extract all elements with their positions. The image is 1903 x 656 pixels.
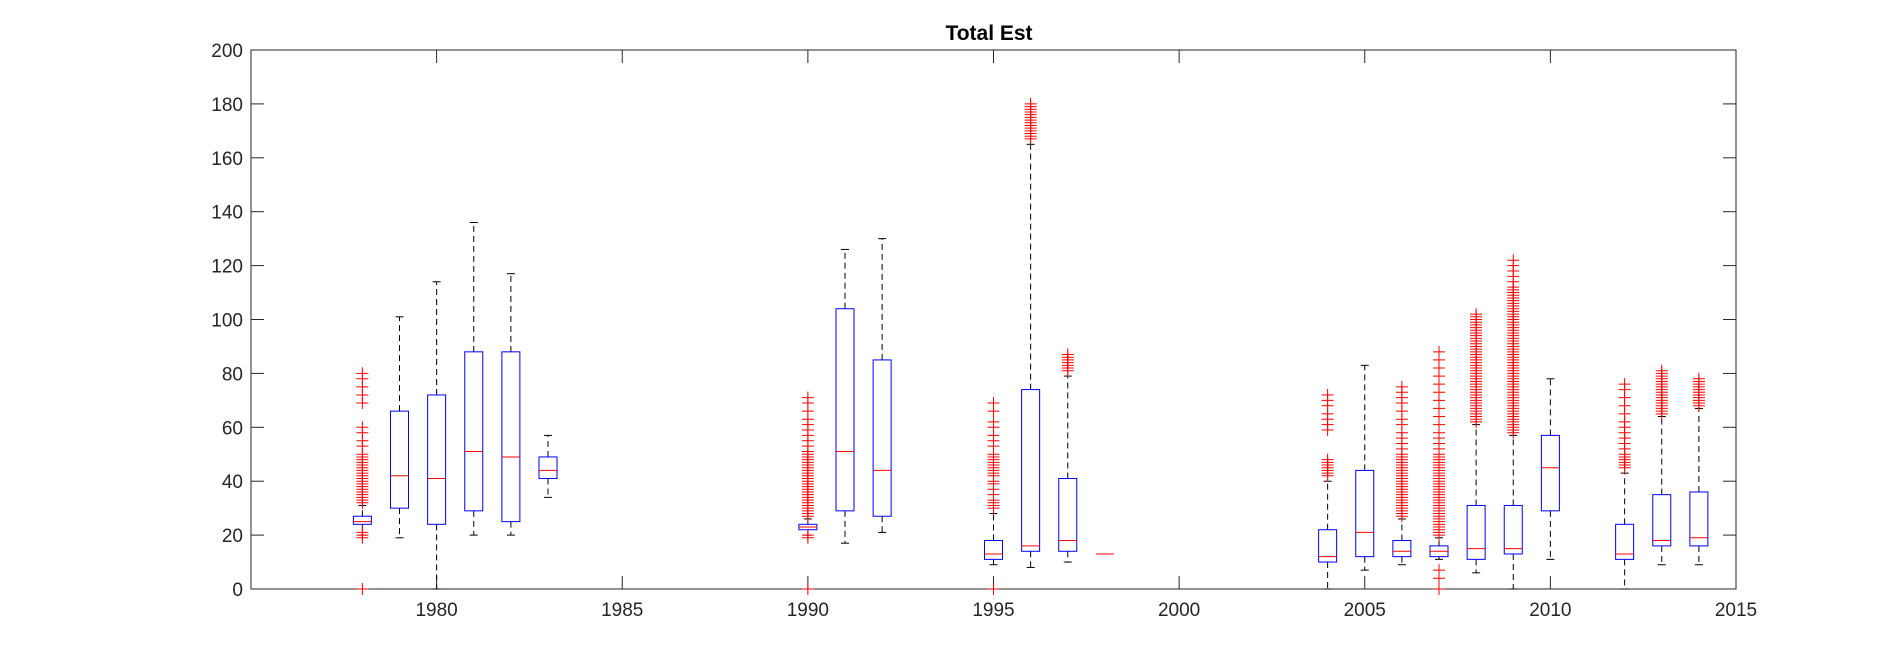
iqr-box — [538, 456, 558, 480]
outlier-point — [1470, 308, 1483, 321]
x-tick-label: 1995 — [972, 600, 1014, 621]
y-tick-label: 160 — [211, 149, 243, 170]
y-tick-label: 80 — [222, 364, 243, 385]
iqr-box — [464, 351, 484, 512]
outlier-point — [356, 526, 369, 539]
iqr-box — [872, 359, 892, 517]
box-2013 — [1652, 364, 1672, 566]
outlier-point — [1655, 364, 1668, 377]
box-1983 — [538, 434, 558, 498]
outlier-point — [987, 397, 1000, 410]
iqr-box — [390, 410, 409, 509]
box-2008 — [1466, 308, 1486, 574]
outlier-point — [1433, 583, 1445, 595]
outlier-point — [356, 421, 369, 434]
box-1992 — [872, 238, 892, 533]
iqr-box — [1021, 389, 1041, 552]
outlier-point — [987, 583, 1000, 595]
box-2006 — [1392, 380, 1412, 566]
y-tick-label: 120 — [211, 257, 243, 278]
outlier-point — [1433, 564, 1445, 577]
y-tick-label: 60 — [222, 418, 243, 439]
y-tick-label: 200 — [211, 41, 243, 62]
outlier-point — [801, 583, 814, 595]
y-tick-label: 180 — [211, 95, 243, 116]
y-tick-label: 20 — [222, 526, 243, 547]
iqr-box — [1615, 523, 1635, 560]
box-2007 — [1429, 345, 1449, 595]
outlier-point — [1395, 380, 1408, 393]
outlier-point — [987, 415, 1000, 428]
x-axis: 1980 1985 1990 1995 2000 2005 2010 2015 — [415, 50, 1757, 621]
y-tick-label: 0 — [232, 580, 243, 601]
iqr-box — [1058, 478, 1078, 552]
outlier-point — [1692, 372, 1705, 385]
iqr-box — [1503, 504, 1523, 555]
iqr-box — [1466, 504, 1486, 560]
box-2005 — [1355, 364, 1375, 571]
x-tick-label: 1990 — [787, 600, 829, 621]
y-tick-label: 100 — [211, 311, 243, 332]
outlier-point — [1321, 453, 1334, 466]
box-1978 — [352, 367, 372, 595]
iqr-box — [1540, 434, 1560, 512]
iqr-box — [1689, 491, 1709, 547]
box-2012 — [1615, 378, 1635, 590]
outlier-point — [356, 367, 369, 380]
chart-title: Total Est — [945, 22, 1032, 45]
box-2004 — [1318, 388, 1338, 590]
x-tick-label: 1985 — [601, 600, 643, 621]
outlier-point — [356, 583, 369, 595]
outlier-point — [1618, 378, 1631, 391]
box-2009 — [1503, 254, 1523, 590]
iqr-box — [427, 394, 447, 525]
outlier-point — [1061, 348, 1074, 361]
box-1979 — [390, 316, 409, 539]
x-tick-label: 2000 — [1158, 600, 1200, 621]
x-tick-label: 1980 — [415, 600, 457, 621]
outlier-point — [801, 529, 814, 542]
y-tick-label: 40 — [222, 472, 243, 493]
box-1996 — [1021, 97, 1041, 568]
outlier-point — [801, 391, 814, 404]
x-tick-label: 2010 — [1529, 600, 1571, 621]
box-1980 — [427, 281, 447, 590]
iqr-box — [1392, 539, 1412, 558]
iqr-box — [352, 515, 372, 525]
box-1990 — [798, 391, 818, 595]
iqr-box — [1318, 529, 1338, 563]
y-axis: 0 20 40 60 80 100 120 140 160 180 200 — [211, 41, 1736, 601]
iqr-box — [835, 308, 855, 512]
y-tick-label: 140 — [211, 203, 243, 224]
outlier-point — [1321, 388, 1334, 401]
x-tick-label: 2005 — [1344, 600, 1386, 621]
box-1997 — [1058, 348, 1078, 563]
box-2010 — [1540, 378, 1560, 560]
box-2014 — [1689, 372, 1709, 566]
x-tick-label: 2015 — [1715, 600, 1757, 621]
box-1995 — [984, 397, 1003, 595]
iqr-box — [984, 539, 1003, 560]
outlier-point — [1433, 345, 1445, 358]
iqr-box — [1355, 469, 1375, 558]
outlier-point — [1507, 254, 1520, 267]
outlier-point — [1024, 97, 1037, 110]
box-1981 — [464, 221, 484, 536]
box-1991 — [835, 248, 855, 544]
iqr-box — [501, 351, 521, 523]
box-series — [352, 97, 1709, 595]
iqr-box — [1652, 494, 1672, 547]
box-1982 — [501, 273, 521, 536]
